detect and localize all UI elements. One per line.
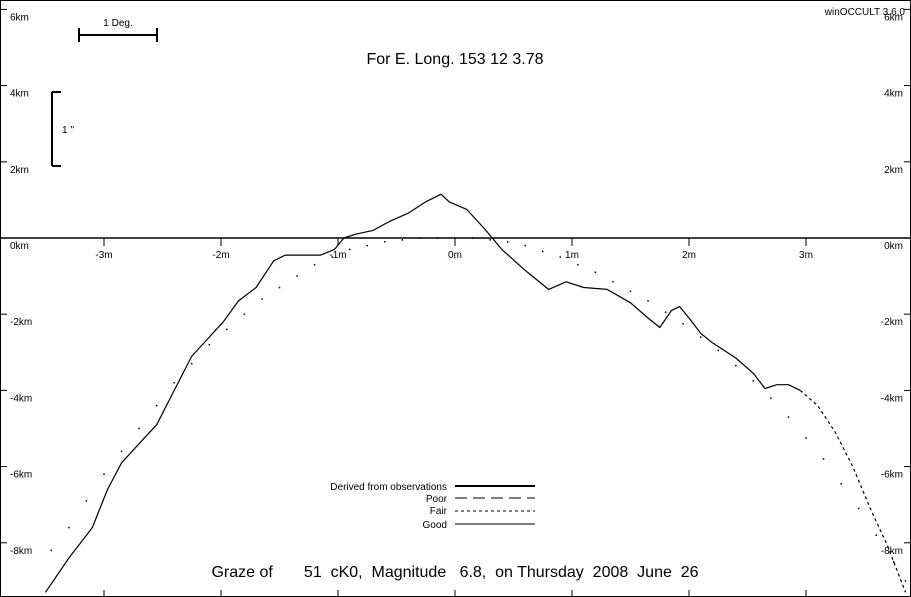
limb-prediction-point — [436, 237, 439, 239]
limb-prediction-point — [419, 237, 421, 239]
y-tick-label-left: -2km — [10, 317, 32, 328]
limb-prediction-point — [226, 328, 228, 331]
limb-prediction-point — [471, 237, 474, 239]
limb-prediction-point — [699, 336, 702, 338]
y-tick-label-right: -2km — [881, 317, 903, 328]
limb-prediction-point — [647, 300, 649, 302]
limb-prediction-point — [103, 473, 105, 475]
legend-label-derived: Derived from observations — [330, 482, 447, 493]
y-tick-label-left: 4km — [10, 89, 29, 100]
limb-prediction-point — [577, 263, 579, 266]
legend-label-poor: Poor — [426, 494, 448, 505]
limb-prediction-point — [524, 244, 526, 247]
x-tick-label: -1m — [329, 250, 346, 261]
limb-prediction-point — [875, 534, 877, 536]
limb-prediction-point — [664, 311, 667, 314]
y-tick-label-left: -6km — [10, 470, 32, 481]
limb-profile-good-line — [45, 193, 801, 593]
limb-prediction-point — [822, 458, 825, 460]
limb-prediction-point — [261, 298, 263, 300]
limb-prediction-point — [840, 482, 842, 485]
limb-prediction-point — [770, 397, 772, 399]
limb-prediction-point — [296, 275, 298, 277]
x-tick-label: 1m — [565, 250, 579, 261]
limb-prediction-point — [594, 271, 597, 274]
app-version-label: winOCCULT 3.6.0 — [824, 7, 906, 18]
limb-prediction-point — [893, 561, 895, 563]
degree-scale-bar: 1 Deg. — [78, 18, 158, 42]
limb-prediction-point — [331, 256, 333, 258]
x-tick-label: 2m — [682, 250, 696, 261]
limb-prediction-point — [348, 248, 351, 251]
limb-prediction-point — [489, 239, 491, 241]
limb-prediction-point — [805, 437, 807, 439]
graze-footer: Graze of 51 cK0, Magnitude 6.8, on Thurs… — [211, 564, 698, 581]
y-tick-label-right: -8km — [881, 546, 903, 557]
limb-prediction-point — [735, 364, 737, 367]
limb-prediction-point — [787, 416, 790, 418]
y-tick-label-right: 6km — [884, 12, 903, 23]
limb-prediction-point — [752, 380, 755, 382]
limb-prediction-point — [50, 549, 53, 552]
y-tick-label-left: -4km — [10, 393, 32, 404]
series-group — [45, 193, 907, 593]
x-tick-label: -2m — [212, 250, 229, 261]
y-tick-label-right: -4km — [881, 393, 903, 404]
y-tick-label-left: 6km — [10, 12, 29, 23]
x-tick-label: 0m — [448, 250, 462, 261]
limb-prediction-point — [857, 507, 860, 510]
legend: Derived from observations Poor Fair Good — [330, 482, 535, 531]
limb-prediction-point — [717, 349, 719, 352]
y-tick-label-right: 4km — [884, 89, 903, 100]
limb-prediction-point — [904, 580, 907, 582]
legend-label-fair: Fair — [430, 506, 448, 517]
limb-prediction-point — [243, 313, 246, 315]
degree-scale-label: 1 Deg. — [103, 18, 132, 29]
limb-prediction-point — [208, 343, 211, 346]
limb-prediction-point — [454, 237, 456, 239]
limb-prediction-point — [173, 382, 175, 384]
limb-prediction-point — [559, 256, 562, 258]
y-tick-label-right: 2km — [884, 165, 903, 176]
limb-prediction-point — [629, 290, 632, 293]
limb-prediction-point — [120, 450, 123, 453]
limb-prediction-point — [85, 500, 88, 502]
arcsec-scale-bar: 1 '' — [51, 91, 74, 167]
limb-prediction-point — [506, 241, 509, 243]
limb-prediction-point — [155, 404, 158, 407]
limb-prediction-point — [313, 263, 316, 266]
longitude-header: For E. Long. 153 12 3.78 — [366, 51, 543, 68]
limb-prediction-point — [366, 244, 368, 247]
arcsec-scale-label: 1 '' — [62, 125, 74, 136]
y-tick-label-left: -8km — [10, 546, 32, 557]
limb-prediction-point — [401, 239, 404, 241]
y-tick-label-left: 2km — [10, 165, 29, 176]
limb-prediction-point — [682, 322, 684, 325]
limb-prediction-point — [191, 362, 193, 365]
limb-prediction-point — [68, 526, 70, 529]
limb-profile-fair-line — [799, 389, 907, 593]
limb-prediction-point — [612, 281, 614, 283]
limb-prediction-point — [138, 427, 140, 430]
limb-prediction-point — [278, 286, 281, 289]
x-tick-label: -3m — [95, 250, 112, 261]
legend-label-good: Good — [423, 520, 447, 531]
limb-prediction-point — [384, 241, 386, 243]
y-tick-label-right: -6km — [881, 470, 903, 481]
y-tick-label-left: 0km — [10, 241, 29, 252]
y-tick-label-right: 0km — [884, 241, 903, 252]
limb-prediction-point — [542, 250, 544, 253]
x-tick-label: 3m — [799, 250, 813, 261]
